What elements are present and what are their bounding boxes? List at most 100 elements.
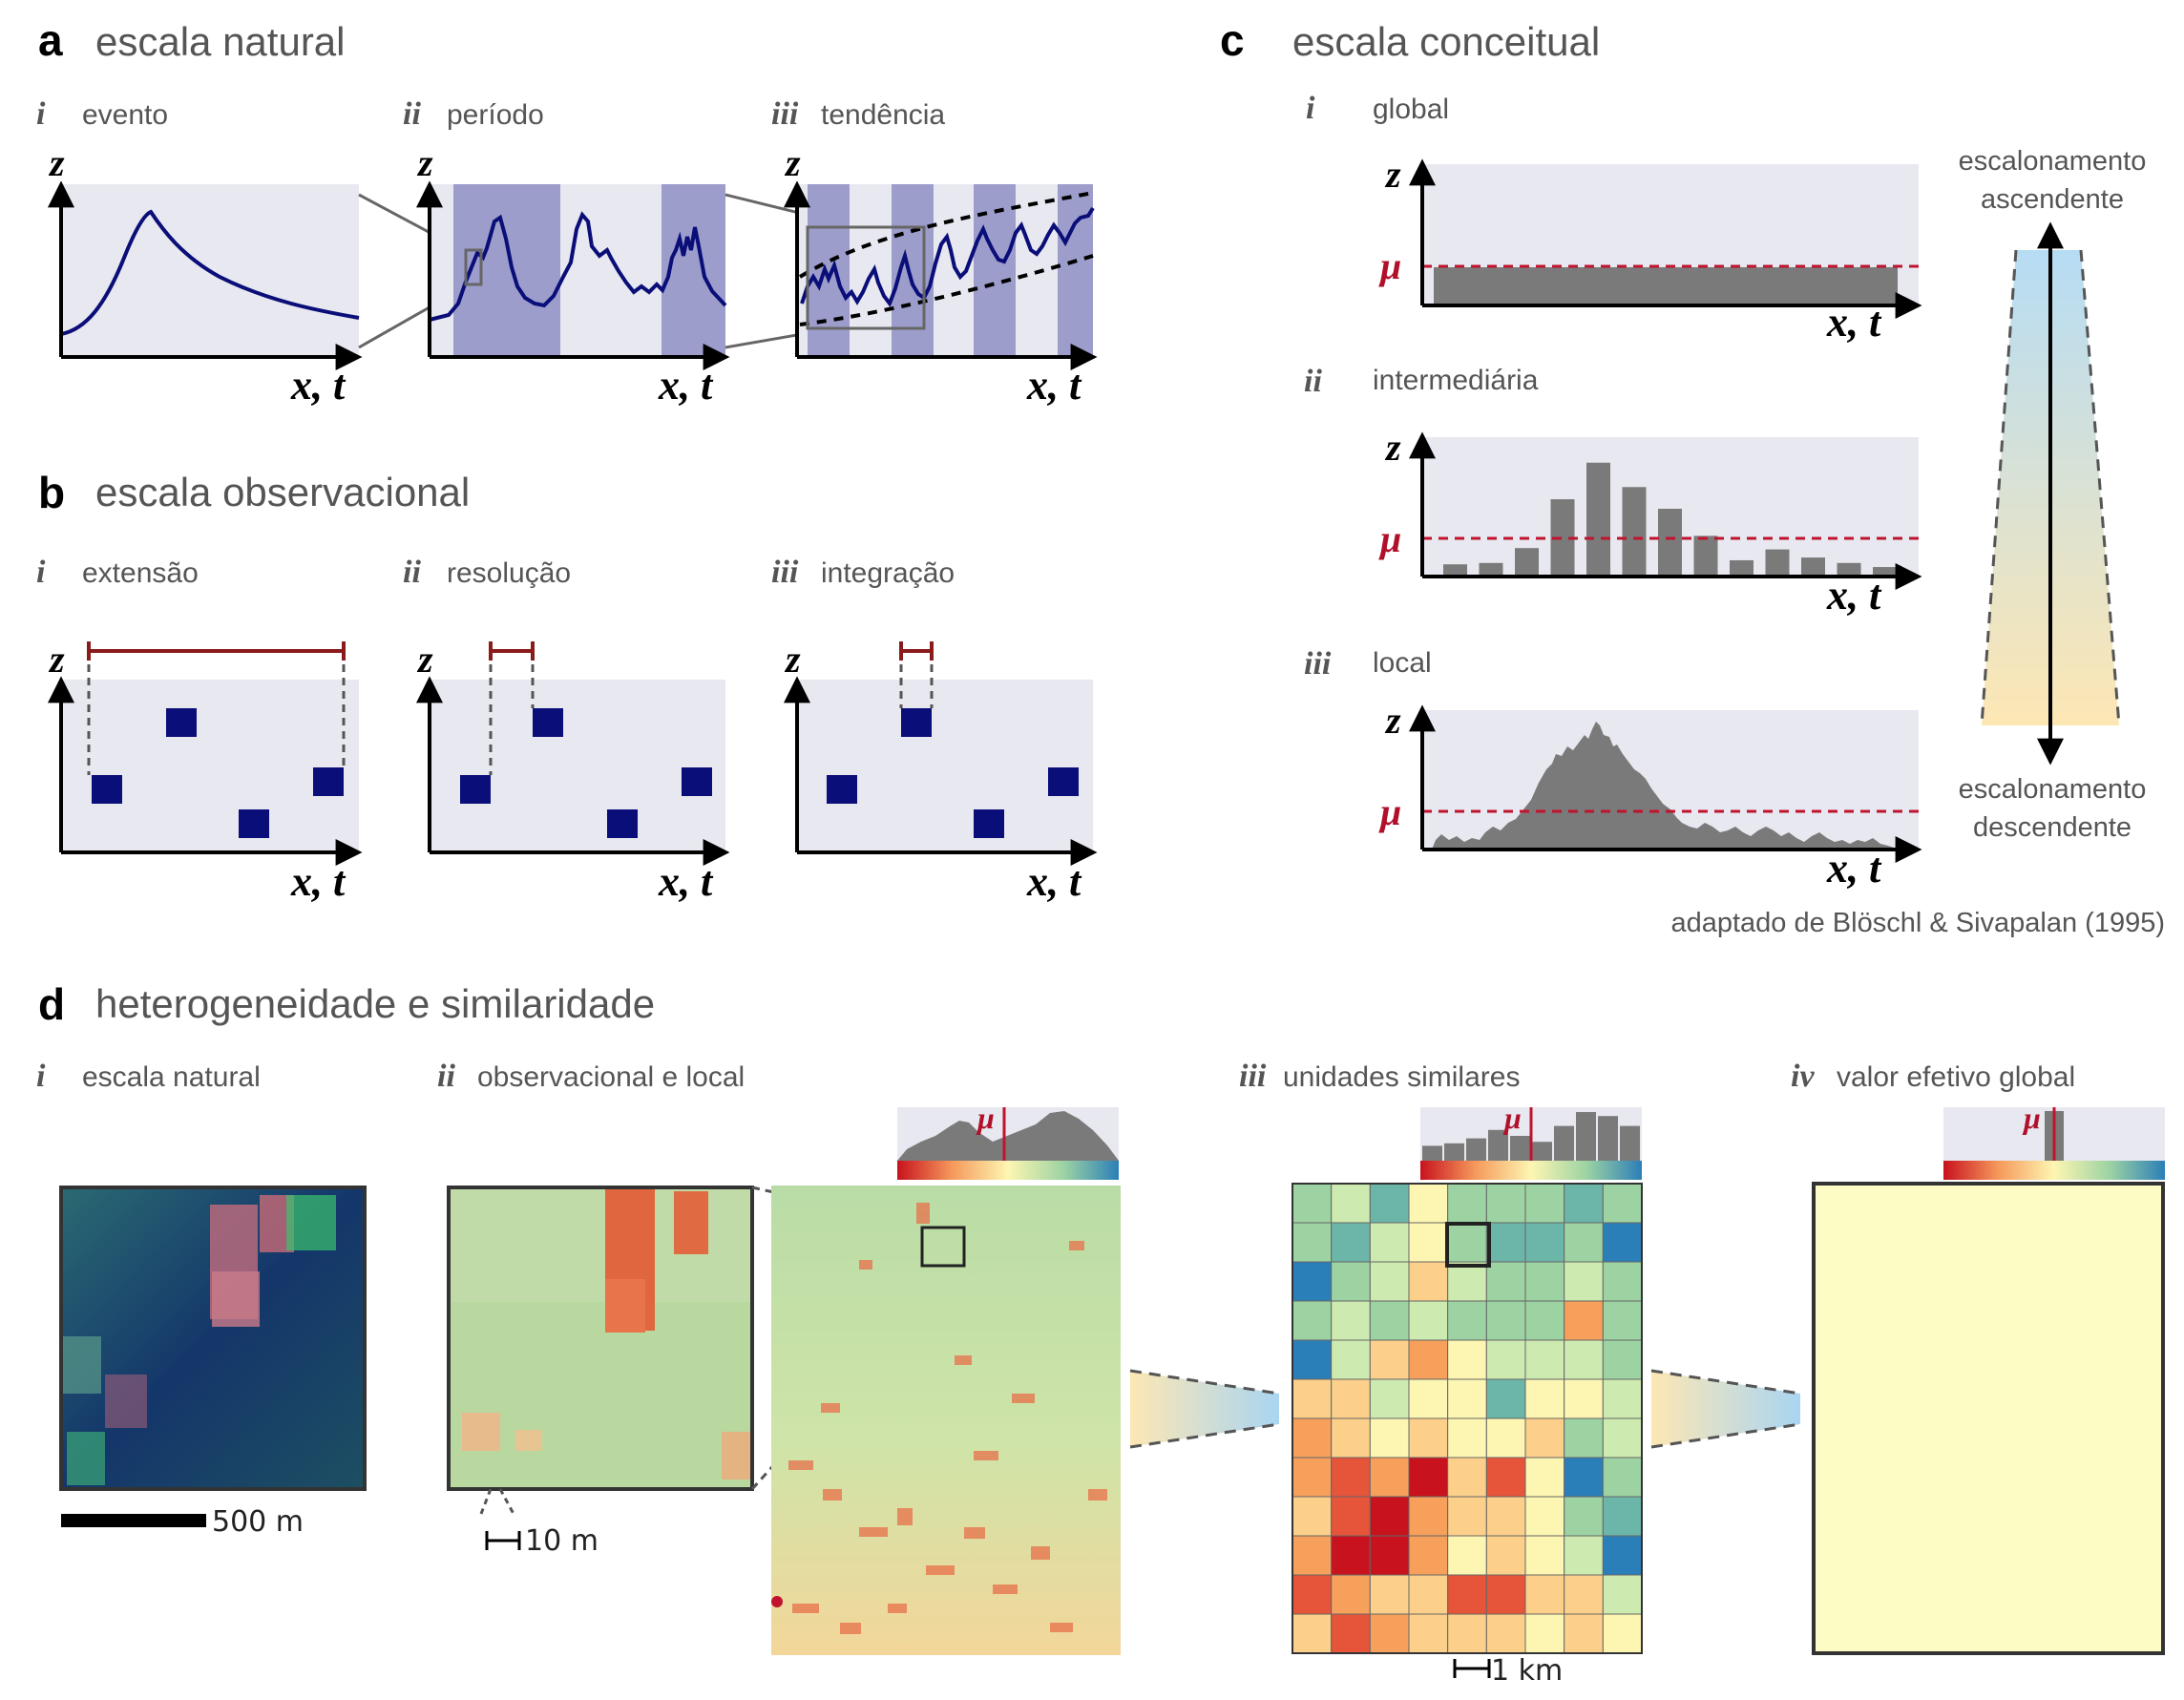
plot-global: z μ x, t	[1378, 153, 1922, 346]
unit-cell	[1292, 1300, 1333, 1341]
panel-c-ii-label: intermediária	[1373, 365, 1539, 396]
unit-cell	[1564, 1496, 1604, 1537]
unit-cell	[1602, 1222, 1643, 1263]
unit-cell	[1485, 1339, 1526, 1380]
image-frame	[59, 1186, 367, 1491]
unit-cell	[1564, 1378, 1604, 1419]
unit-cell	[1447, 1339, 1487, 1380]
panel-b: b escala observacional i extensão ii res…	[36, 468, 1098, 905]
mu-label: μ	[1378, 517, 1401, 560]
intermediate-bar	[1837, 562, 1861, 577]
unit-cell	[1602, 1496, 1643, 1537]
unit-cell	[1408, 1417, 1449, 1459]
unit-cell	[1292, 1261, 1333, 1302]
unit-cell	[1292, 1613, 1333, 1654]
unit-cell	[1524, 1457, 1565, 1498]
panel-b-ii-roman: ii	[403, 555, 421, 590]
panel-d-iii-roman: iii	[1239, 1059, 1267, 1094]
xt-label: x, t	[658, 858, 714, 905]
unit-cell	[1524, 1417, 1565, 1459]
unit-cell	[1447, 1417, 1487, 1459]
unit-cell	[1524, 1300, 1565, 1341]
unit-cell	[1447, 1378, 1487, 1419]
unit-hist-bar	[1598, 1116, 1618, 1161]
map-histogram: μ	[897, 1101, 1119, 1180]
unit-cell	[1408, 1496, 1449, 1537]
image-frame	[447, 1186, 754, 1491]
unit-cell	[1331, 1535, 1371, 1576]
unit-cell	[1564, 1535, 1604, 1576]
unit-cell	[1408, 1222, 1449, 1263]
xt-label: x, t	[1026, 362, 1082, 409]
sample-square	[313, 767, 344, 796]
unit-cell	[1485, 1300, 1526, 1341]
unit-cell	[1485, 1535, 1526, 1576]
panel-d-ii-roman: ii	[437, 1059, 455, 1094]
unit-cell	[1331, 1613, 1371, 1654]
unit-cell	[1292, 1457, 1333, 1498]
period-band	[1058, 184, 1093, 356]
trend-curve	[800, 206, 1095, 308]
unit-cell	[1524, 1339, 1565, 1380]
aerial-image: 500 m	[59, 1186, 367, 1539]
panel-a-i-roman: i	[36, 96, 46, 132]
unit-hist-bar	[1444, 1143, 1464, 1161]
grid-frame	[1292, 1183, 1643, 1654]
unit-cell	[1408, 1183, 1449, 1224]
unit-cell	[1524, 1574, 1565, 1615]
panel-d-iv-label: valor efetivo global	[1837, 1061, 2075, 1093]
panel-b-iii-roman: iii	[771, 555, 799, 590]
panel-c-ii-roman: ii	[1304, 364, 1322, 399]
unit-cell	[1369, 1535, 1410, 1576]
unit-cell	[1447, 1261, 1487, 1302]
unit-cell	[1292, 1535, 1333, 1576]
unit-cell	[1408, 1613, 1449, 1654]
period-band	[892, 184, 934, 356]
scale-label: 1 km	[1491, 1654, 1563, 1688]
plot-bg	[61, 680, 359, 851]
colorbar	[897, 1161, 1119, 1180]
unit-hist-bar	[1554, 1125, 1574, 1161]
mu-label: μ	[1502, 1101, 1522, 1135]
bare-field	[605, 1279, 645, 1333]
panel-d-letter: d	[38, 979, 65, 1029]
funnel-edge	[1129, 1369, 1280, 1396]
panel-b-ii-label: resolução	[447, 557, 571, 589]
intermediate-bar	[1765, 549, 1790, 577]
z-label: z	[416, 638, 433, 681]
unit-histogram: μ	[1420, 1101, 1642, 1180]
panel-a-iii-roman: iii	[771, 96, 799, 132]
unit-cell	[1564, 1183, 1604, 1224]
unit-cell	[1292, 1417, 1333, 1459]
unit-cell	[1564, 1574, 1604, 1615]
mu-label: μ	[2022, 1101, 2041, 1135]
bare-field	[515, 1430, 542, 1451]
mu-label: μ	[976, 1101, 995, 1135]
sample-square	[1048, 767, 1079, 796]
unit-cell	[1564, 1613, 1604, 1654]
ndvi-map	[771, 1186, 1121, 1655]
unit-cell	[1331, 1378, 1371, 1419]
similar-units: 1 km	[1292, 1183, 1643, 1688]
unit-cell	[1485, 1496, 1526, 1537]
upscaling-label-2: ascendente	[1981, 184, 2124, 215]
unit-cell	[1564, 1339, 1604, 1380]
panel-d-iii-label: unidades similares	[1283, 1061, 1520, 1093]
unit-hist-bar	[1422, 1145, 1442, 1161]
xt-label: x, t	[290, 858, 346, 905]
unit-cell	[1447, 1496, 1487, 1537]
unit-cell	[1447, 1222, 1487, 1263]
unit-cell	[1447, 1457, 1487, 1498]
panel-b-i-roman: i	[36, 555, 46, 590]
ndvi-map-image	[771, 1186, 1121, 1655]
unit-cell	[1292, 1339, 1333, 1380]
unit-cell	[1447, 1535, 1487, 1576]
z-label: z	[48, 638, 65, 681]
intermediate-bar	[1479, 562, 1503, 577]
intermediate-bar	[1801, 557, 1825, 577]
unit-cell	[1369, 1378, 1410, 1419]
unit-cell	[1408, 1261, 1449, 1302]
unit-hist-bar	[1620, 1125, 1640, 1161]
unit-cell	[1447, 1613, 1487, 1654]
funnel-edge	[1650, 1422, 1801, 1449]
